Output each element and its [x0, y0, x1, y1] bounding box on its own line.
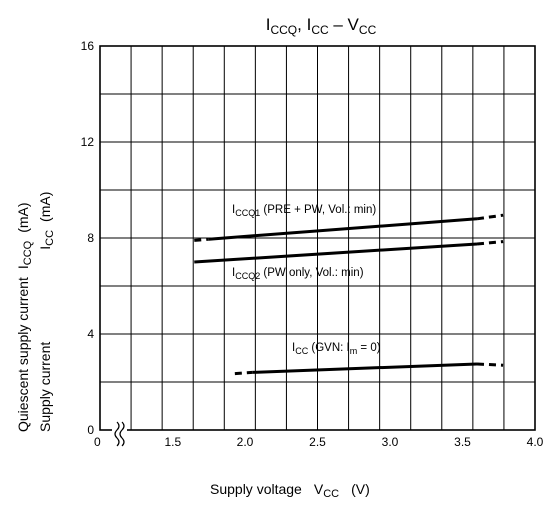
series-1-dashed-segment [194, 237, 209, 242]
x-tick-label: 0 [94, 435, 101, 449]
y-tick-label: 0 [87, 423, 94, 437]
grid [99, 45, 536, 432]
series-3-dashed-segment [476, 362, 504, 367]
x-tick-labels: 0 1.5 2.0 2.5 3.0 3.5 4.0 [94, 435, 544, 449]
x-tick-label: 3.0 [382, 435, 399, 449]
series-1-dashed-segment [476, 213, 504, 221]
x-tick-label: 3.5 [454, 435, 471, 449]
axis-break-gap [112, 428, 127, 432]
y-tick-label: 16 [81, 39, 95, 53]
x-tick-label: 4.0 [527, 435, 544, 449]
axis-break-mark [114, 421, 125, 447]
x-tick-label: 1.5 [165, 435, 182, 449]
y-tick-label: 12 [81, 135, 95, 149]
series-1-line [208, 217, 478, 241]
y-tick-label: 4 [87, 327, 94, 341]
y-axis-label-line2: Supply currentICC(mA) [37, 192, 56, 432]
series-group [194, 213, 504, 376]
series-3-line [252, 362, 478, 374]
x-tick-label: 2.0 [237, 435, 254, 449]
series-2-line [194, 242, 478, 264]
plot-frame [99, 45, 536, 431]
y-axis-label-line1: Quiescent supply currentICCQ(mA) [15, 202, 34, 432]
x-tick-label: 2.5 [309, 435, 326, 449]
x-axis-label: Supply voltage VCC (V) [210, 481, 370, 500]
series-label-iccq1: ICCQ1 (PRE + PW, Vol.: min) [232, 204, 376, 218]
series-label-iccq2: ICCQ2 (PW only, Vol.: min) [232, 267, 364, 281]
series-label-icc: ICC (GVN: Im = 0) [292, 342, 381, 356]
chart-title: ICCQ, ICC – VCC [266, 15, 377, 37]
y-tick-label: 8 [87, 231, 94, 245]
series-2-dashed-segment [476, 240, 504, 246]
series-3-dashed-segment [234, 370, 253, 376]
y-tick-labels: 0 4 8 12 16 [81, 39, 95, 437]
